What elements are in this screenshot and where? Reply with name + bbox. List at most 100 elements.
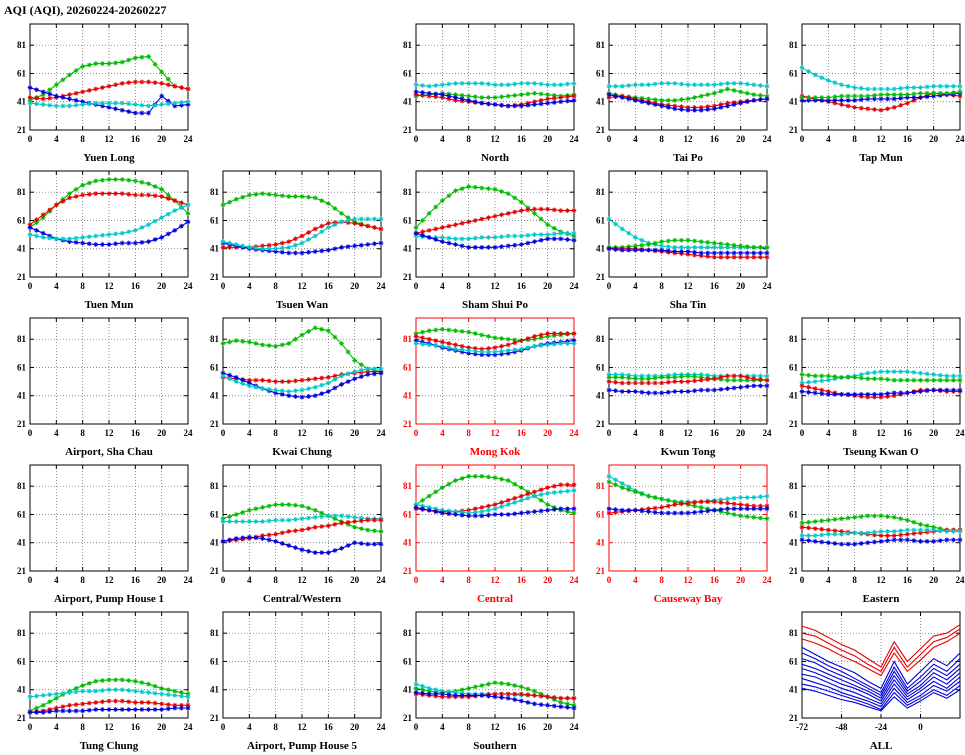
x-tick-label: 0	[414, 575, 419, 585]
y-tick-label: 41	[403, 244, 413, 254]
y-tick-label: 61	[210, 656, 220, 666]
x-tick-label: 0	[221, 575, 226, 585]
x-tick-label: 20	[929, 428, 939, 438]
y-tick-label: 41	[17, 538, 27, 548]
x-tick-label: 16	[517, 281, 527, 291]
y-tick-label: 21	[17, 125, 27, 135]
y-tick-label: 21	[403, 125, 413, 135]
chart-title: Sham Shui Po	[462, 299, 529, 311]
x-tick-label: 0	[221, 281, 226, 291]
y-tick-label: 61	[403, 215, 413, 225]
y-tick-label: 41	[17, 391, 27, 401]
series-markers	[220, 366, 384, 394]
chart-central: 0 4 8 12 16 20 24 21 41 61 81 Central	[386, 459, 579, 606]
series-markers	[799, 387, 963, 397]
x-tick-label: 16	[324, 281, 334, 291]
y-tick-label: 81	[17, 334, 27, 344]
chart-tuen-mun: 0 4 8 12 16 20 24 21 41 61 81 Tuen Mun	[0, 165, 193, 312]
chart-title: Eastern	[863, 593, 900, 605]
x-tick-label: 20	[929, 575, 939, 585]
x-tick-label: 8	[273, 428, 278, 438]
y-tick-label: 21	[789, 713, 799, 723]
x-tick-label: 12	[491, 134, 501, 144]
y-tick-label: 61	[596, 68, 606, 78]
charts-grid: 0 4 8 12 16 20 24 21 41 61 81 Yuen Long 0 4 8 12 16 20 24 2…	[0, 18, 965, 753]
x-tick-label: 12	[105, 428, 115, 438]
x-tick-label: 8	[273, 722, 278, 732]
x-tick-label: 8	[852, 134, 857, 144]
x-tick-label: 16	[131, 428, 141, 438]
x-tick-label: 12	[298, 575, 308, 585]
y-tick-label: 21	[596, 419, 606, 429]
x-tick-label: 24	[570, 722, 580, 732]
series-markers	[27, 99, 191, 109]
chart-title: Tai Po	[673, 152, 703, 164]
series-markers	[27, 202, 191, 242]
series-markers	[799, 65, 963, 92]
series-markers	[799, 372, 963, 383]
y-tick-label: 81	[210, 334, 220, 344]
chart-tai-po: 0 4 8 12 16 20 24 21 41 61 81 Tai Po	[579, 18, 772, 165]
x-tick-label: 24	[956, 134, 965, 144]
series-markers	[27, 705, 191, 715]
y-tick-label: 81	[17, 628, 27, 638]
series-markers	[413, 690, 577, 711]
chart-title: Tung Chung	[80, 740, 139, 752]
x-tick-label: 16	[131, 281, 141, 291]
x-tick-label: 20	[350, 575, 360, 585]
y-tick-label: 41	[403, 685, 413, 695]
x-tick-label: 12	[877, 575, 887, 585]
y-tick-label: 21	[17, 566, 27, 576]
y-tick-label: 61	[596, 215, 606, 225]
x-tick-label: 20	[543, 281, 553, 291]
x-tick-label: 24	[184, 281, 194, 291]
y-tick-label: 41	[789, 391, 799, 401]
chart-canvas: 0 4 8 12 16 20 24 21 41 61 81 Airport, Pump House 5	[210, 611, 386, 752]
series-markers	[413, 230, 577, 250]
x-tick-label: 12	[491, 281, 501, 291]
x-tick-label: 24	[184, 575, 194, 585]
x-tick-label: 4	[247, 575, 252, 585]
x-tick-label: 12	[877, 428, 887, 438]
x-tick-label: 8	[466, 575, 471, 585]
x-tick-label: 16	[131, 134, 141, 144]
y-tick-label: 41	[210, 538, 220, 548]
y-tick-label: 21	[210, 419, 220, 429]
chart-yuen-long: 0 4 8 12 16 20 24 21 41 61 81 Yuen Long	[0, 18, 193, 165]
x-tick-label: 24	[184, 134, 194, 144]
x-tick-label: 0	[28, 134, 33, 144]
chart-title: Kwai Chung	[272, 446, 332, 458]
x-tick-label: 20	[736, 428, 746, 438]
y-tick-label: 81	[596, 187, 606, 197]
x-tick-label: 4	[826, 428, 831, 438]
x-tick-label: 12	[105, 281, 115, 291]
x-tick-label: 16	[324, 722, 334, 732]
series-markers	[220, 534, 384, 556]
x-tick-label: 24	[377, 575, 387, 585]
y-tick-label: 81	[596, 334, 606, 344]
y-tick-label: 61	[17, 656, 27, 666]
x-tick-label: 4	[826, 134, 831, 144]
x-tick-label: 0	[800, 134, 805, 144]
x-tick-label: 8	[659, 134, 664, 144]
y-tick-label: 41	[789, 538, 799, 548]
y-tick-label: 41	[17, 97, 27, 107]
series-markers	[606, 86, 770, 103]
x-tick-label: 16	[517, 134, 527, 144]
chart-title: Central/Western	[263, 593, 341, 605]
chart-southern: 0 4 8 12 16 20 24 21 41 61 81 Southern	[386, 606, 579, 753]
chart-title: Yuen Long	[83, 152, 135, 164]
x-tick-label: -48	[836, 722, 848, 732]
chart-canvas: 0 4 8 12 16 20 24 21 41 61 81 Tung Chung	[17, 611, 193, 752]
x-tick-label: 16	[710, 281, 720, 291]
y-tick-label: 81	[17, 40, 27, 50]
chart-title: Airport, Pump House 1	[54, 593, 164, 605]
y-tick-label: 61	[403, 68, 413, 78]
x-tick-label: 16	[324, 428, 334, 438]
y-tick-label: 61	[596, 362, 606, 372]
y-tick-label: 81	[403, 481, 413, 491]
x-tick-label: 16	[903, 428, 913, 438]
x-tick-label: 24	[763, 281, 773, 291]
y-tick-label: 41	[17, 244, 27, 254]
series-markers	[27, 687, 191, 700]
